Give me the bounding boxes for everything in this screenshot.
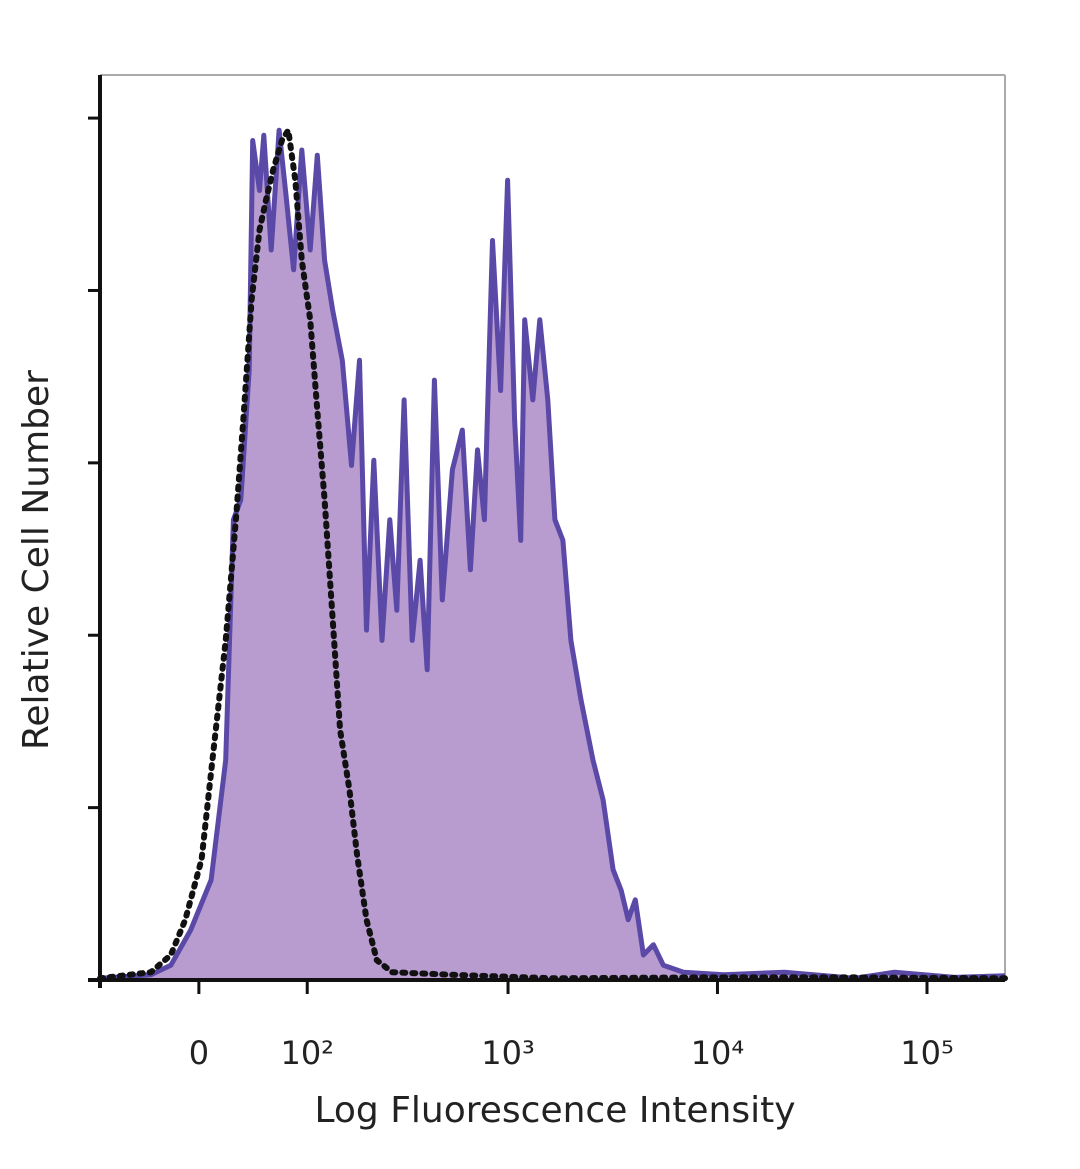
histogram-line: [99, 127, 1006, 981]
x-axis-label: Log Fluorescence Intensity: [314, 1090, 795, 1131]
x-tick-label: 10⁴: [691, 1034, 745, 1072]
histogram-area: [100, 130, 1005, 980]
y-axis-label: Relative Cell Number: [16, 370, 57, 750]
x-tick-label: 10²: [280, 1034, 334, 1072]
x-tick-label: 10³: [481, 1034, 535, 1072]
x-tick-label: 0: [189, 1034, 209, 1072]
x-tick-label: 10⁵: [900, 1034, 954, 1072]
histogram-line: [97, 127, 1008, 982]
